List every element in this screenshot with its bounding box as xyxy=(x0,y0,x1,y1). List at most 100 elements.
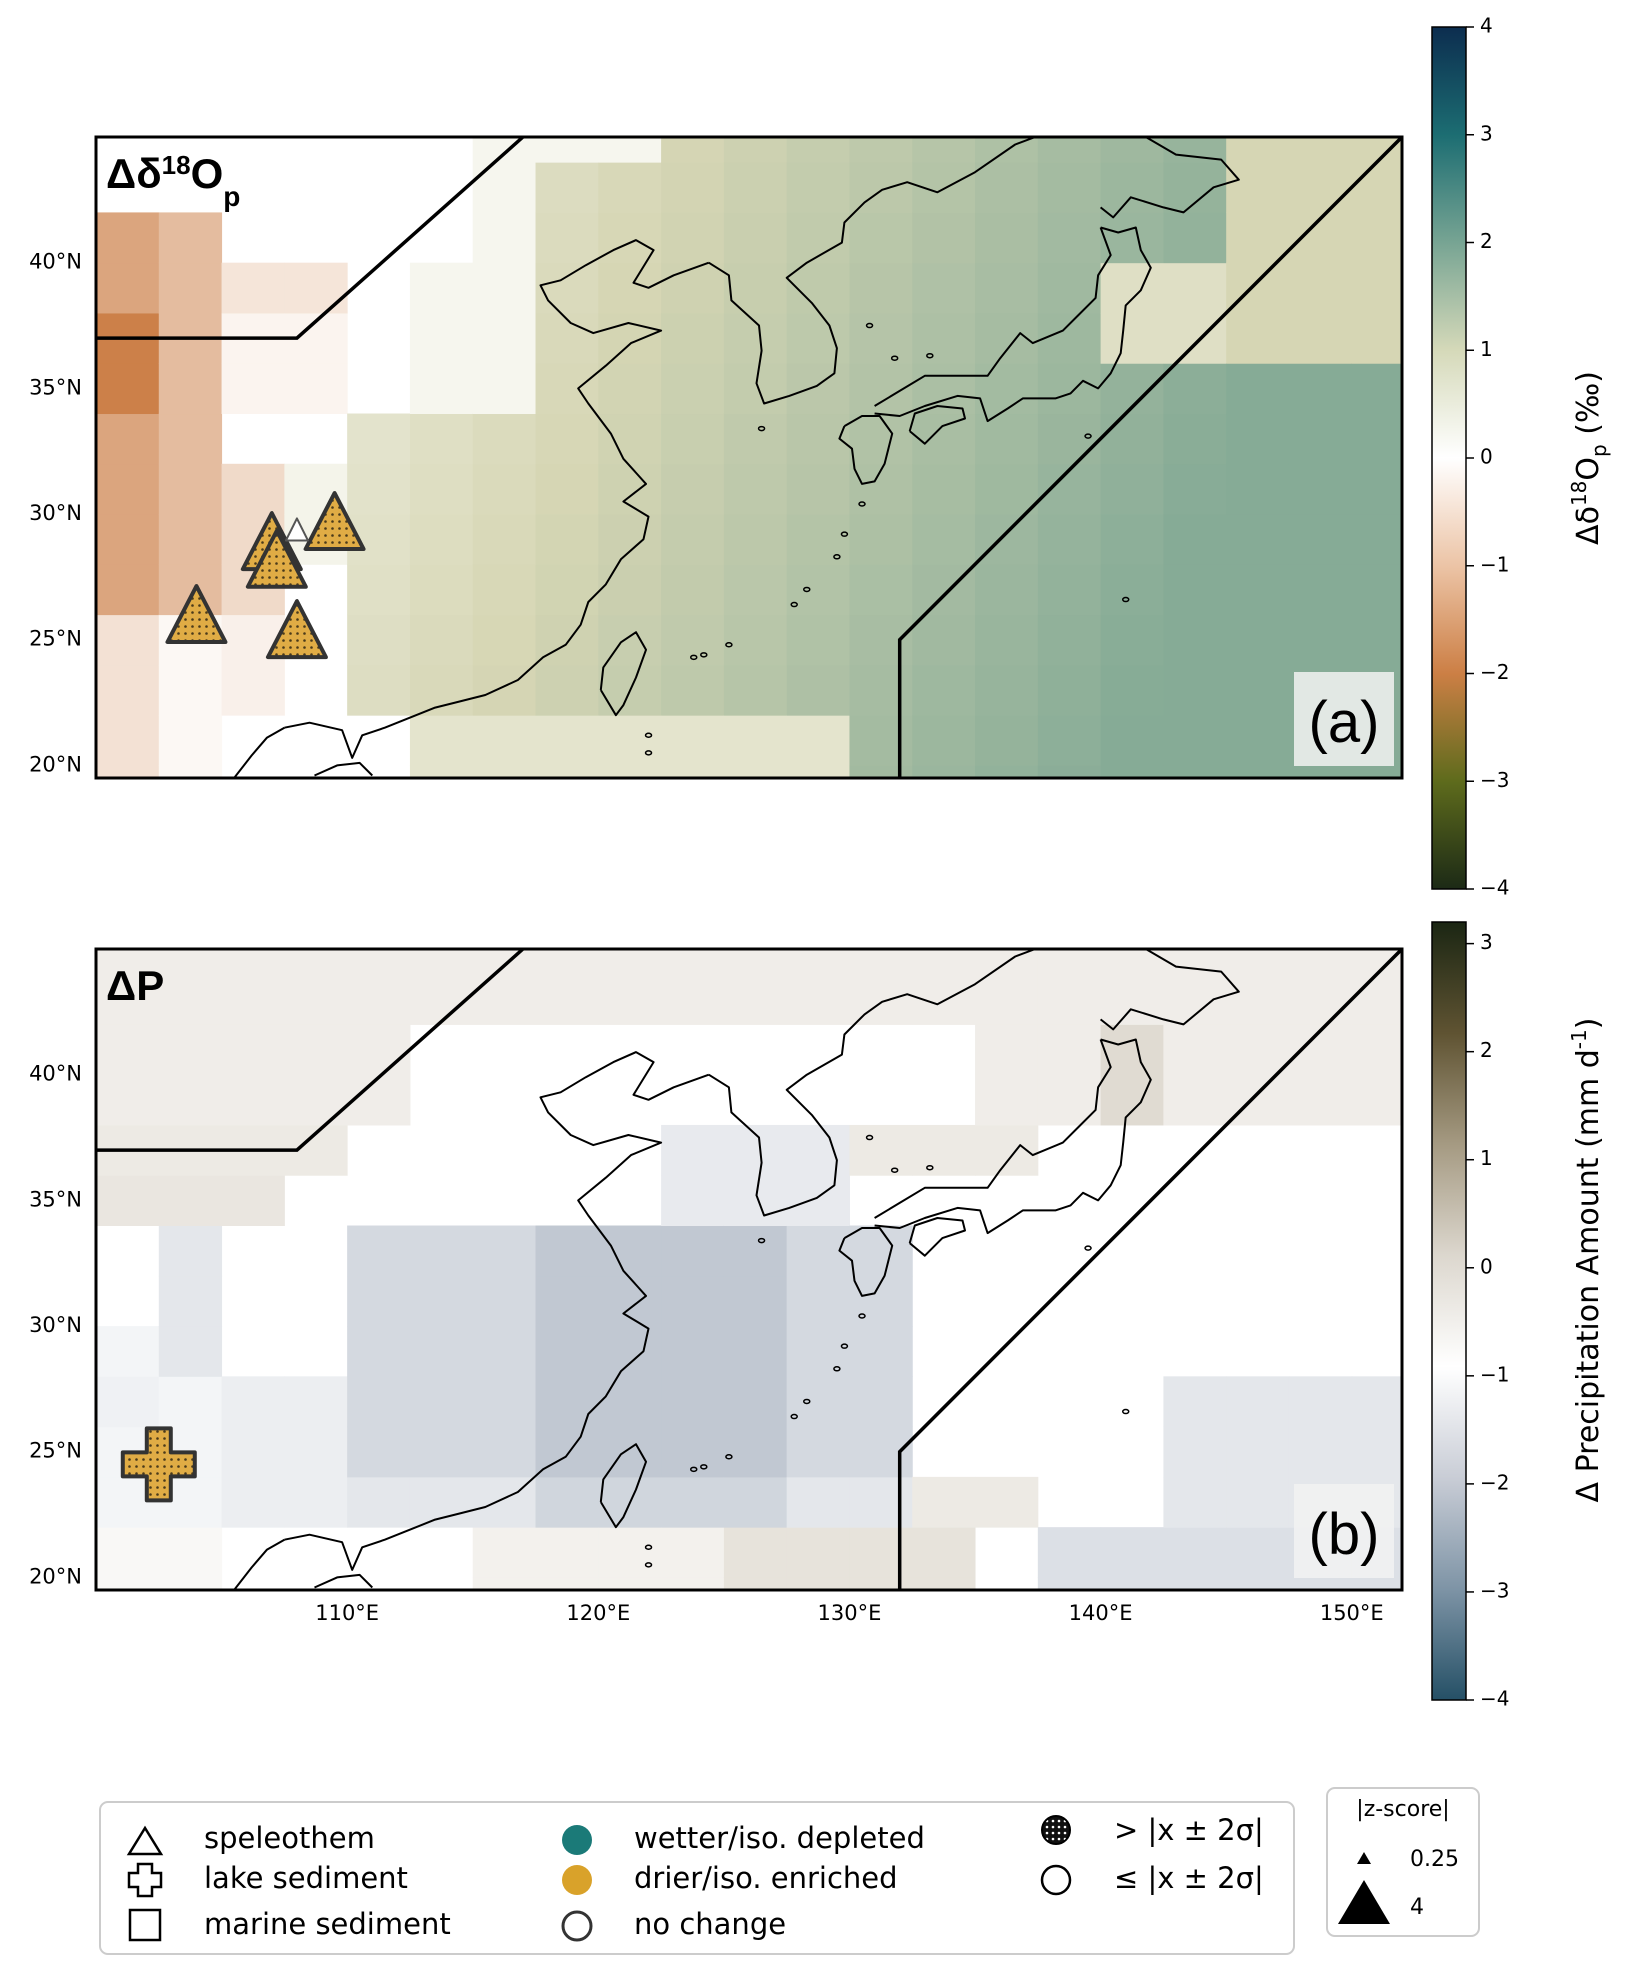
island xyxy=(1121,1408,1130,1415)
anomaly-cell xyxy=(723,212,788,264)
anomaly-cell xyxy=(1226,413,1290,465)
anomaly-cell xyxy=(1351,212,1402,264)
anomaly-cell xyxy=(96,765,160,778)
island xyxy=(858,1313,866,1319)
anomaly-cell xyxy=(1163,765,1227,778)
anomaly-cell xyxy=(598,1577,662,1590)
anomaly-cell xyxy=(723,463,788,515)
speleothem-marker xyxy=(265,599,328,660)
anomaly-cell xyxy=(221,664,285,716)
anomaly-cell xyxy=(1037,363,1102,415)
anomaly-cell xyxy=(1037,312,1102,364)
anomaly-cell xyxy=(409,664,474,716)
anomaly-cell xyxy=(1288,564,1353,616)
anomaly-cell xyxy=(598,1376,662,1428)
wetter-symbol xyxy=(562,1825,592,1855)
panel-b-coastlines xyxy=(233,949,1240,1590)
anomaly-cell xyxy=(975,1476,1039,1528)
anomaly-cell xyxy=(786,137,850,163)
anomaly-cell xyxy=(347,413,411,465)
anomaly-cell xyxy=(1288,137,1353,163)
anomaly-cell xyxy=(1288,1426,1353,1478)
anomaly-cell xyxy=(472,162,537,213)
anomaly-cell xyxy=(158,765,223,778)
panel-a-frame xyxy=(94,135,1404,780)
anomaly-cell xyxy=(409,514,474,565)
anomaly-cell xyxy=(96,1024,160,1076)
anomaly-cell xyxy=(158,1376,223,1428)
anomaly-cell xyxy=(1226,1527,1290,1578)
anomaly-cell xyxy=(221,1175,285,1227)
anomaly-cell xyxy=(598,1527,662,1578)
anomaly-cell xyxy=(786,614,850,666)
anomaly-cell xyxy=(975,564,1039,616)
anomaly-cell xyxy=(1037,974,1102,1025)
anomaly-cell xyxy=(472,715,537,766)
anomaly-cell xyxy=(1288,1074,1353,1126)
colorbar-a-bar xyxy=(1431,26,1467,890)
panel-b: ΔP (b) 40°N 35°N 30°N 25°N 20°N 110°E 120°E 13… xyxy=(29,947,1404,1625)
anomaly-cell xyxy=(661,463,725,515)
anomaly-cell xyxy=(723,162,788,213)
anomaly-cell xyxy=(1226,514,1290,565)
island xyxy=(926,1164,934,1171)
panel-a-tag-box xyxy=(1294,672,1394,766)
colorbar-tick-label: 4 xyxy=(1480,14,1493,38)
anomaly-cell xyxy=(1100,413,1164,465)
anomaly-cell xyxy=(535,262,599,314)
anomaly-cell xyxy=(96,664,160,716)
anomaly-cell xyxy=(347,974,411,1025)
anomaly-cell xyxy=(535,1426,599,1478)
colorbar-tick-label: −3 xyxy=(1480,1578,1509,1602)
anomaly-cell xyxy=(1037,413,1102,465)
anomaly-cell xyxy=(472,949,537,975)
anomaly-cell xyxy=(535,463,599,515)
anomaly-cell xyxy=(96,1577,160,1590)
anomaly-cell xyxy=(158,664,223,716)
anomaly-cell xyxy=(786,1476,850,1528)
island xyxy=(803,586,811,593)
lat-tick-label: 40°N xyxy=(29,250,82,274)
colorbar-b-bar xyxy=(1431,921,1467,1701)
region-boundary-line xyxy=(96,949,525,1152)
anomaly-cell xyxy=(535,514,599,565)
anomaly-cell xyxy=(284,974,348,1025)
anomaly-cell xyxy=(661,715,725,766)
anomaly-cell xyxy=(975,765,1039,778)
anomaly-cell xyxy=(1226,974,1290,1025)
colorbar-tick-label: 0 xyxy=(1480,1254,1493,1278)
lon-tick-label: 150°E xyxy=(1320,1601,1384,1625)
anomaly-cell xyxy=(472,312,537,364)
anomaly-cell xyxy=(1351,463,1402,515)
anomaly-cell xyxy=(96,715,160,766)
panel-a-proxy-markers xyxy=(165,491,366,660)
anomaly-cell xyxy=(1226,564,1290,616)
anomaly-cell xyxy=(912,312,976,364)
island xyxy=(700,1464,708,1470)
island xyxy=(833,554,841,560)
island xyxy=(890,1167,899,1173)
anomaly-cell xyxy=(975,1124,1039,1176)
anomaly-cell xyxy=(1100,463,1164,515)
lat-tick-label: 40°N xyxy=(29,1062,82,1086)
anomaly-cell xyxy=(598,463,662,515)
anomaly-cell xyxy=(786,212,850,264)
island xyxy=(644,732,653,739)
anomaly-cell xyxy=(1100,564,1164,616)
anomaly-cell xyxy=(1163,463,1227,515)
anomaly-cell xyxy=(598,514,662,565)
island xyxy=(644,1544,653,1551)
anomaly-cell xyxy=(472,1527,537,1578)
anomaly-cell xyxy=(1037,664,1102,716)
colorbar-a-label: Δδ18Op (‰) xyxy=(1567,371,1611,545)
anomaly-cell xyxy=(661,363,725,415)
anomaly-cell xyxy=(347,1225,411,1277)
anomaly-cell xyxy=(786,564,850,616)
colorbar-tick-label: 3 xyxy=(1480,930,1493,954)
lat-tick-label: 20°N xyxy=(29,1564,82,1588)
anomaly-cell xyxy=(221,463,285,515)
island xyxy=(865,1134,874,1141)
anomaly-cell xyxy=(598,765,662,778)
anomaly-cell xyxy=(409,363,474,415)
anomaly-cell xyxy=(975,262,1039,314)
